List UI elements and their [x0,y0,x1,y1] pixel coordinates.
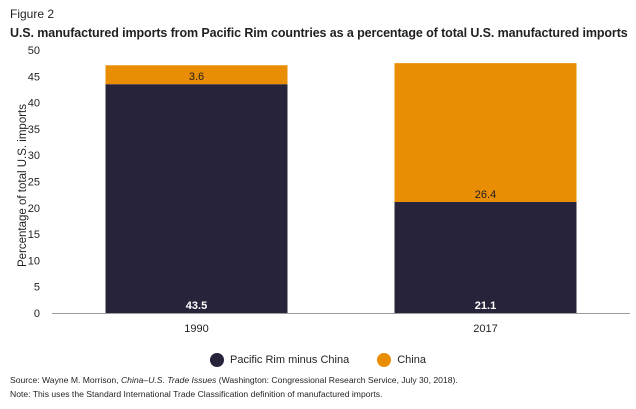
legend-label-china: China [397,354,426,366]
y-tick-label: 50 [28,45,40,57]
figure-label: Figure 2 [10,7,55,21]
y-tick-label: 5 [34,282,40,294]
bar-2017-pacific-rim [394,202,577,313]
source-title: China–U.S. Trade Issues [120,375,217,385]
data-label: 43.5 [186,300,207,312]
y-tick-label: 30 [28,150,40,162]
data-label: 26.4 [475,189,496,201]
y-tick-label: 0 [34,308,40,320]
legend: Pacific Rim minus China China [0,353,636,367]
y-tick-label: 10 [28,255,40,267]
x-tick-label: 1990 [184,323,208,335]
definition-note: Note: This uses the Standard Internation… [10,389,383,399]
y-tick-label: 40 [28,98,40,110]
source-prefix: Source: Wayne M. Morrison, [10,375,121,385]
y-tick-label: 20 [28,203,40,215]
bar-2017-china [394,63,577,203]
stacked-bar-chart: 0 5 10 15 20 25 30 35 40 45 50 Percentage of total … [17,45,630,335]
chart-title: U.S. manufactured imports from Pacific R… [10,26,628,40]
y-tick-label: 35 [28,124,40,136]
data-label: 21.1 [475,300,496,312]
legend-swatch-china [377,353,392,367]
y-tick-label: 45 [28,71,40,83]
source-suffix: (Washington: Congressional Research Serv… [216,375,458,385]
legend-swatch-pacific-rim [210,353,225,367]
y-tick-label: 25 [28,177,40,189]
legend-item-china: China [377,353,426,367]
legend-label-pacific-rim: Pacific Rim minus China [230,354,350,366]
legend-item-pacific-rim: Pacific Rim minus China [210,353,349,367]
data-label: 3.6 [189,71,204,83]
y-tick-label: 15 [28,229,40,241]
y-axis-label: Percentage of total U.S. imports [17,104,29,267]
bar-1990-pacific-rim [105,84,288,313]
source-note: Source: Wayne M. Morrison, China–U.S. Tr… [10,375,458,385]
bar-1990-china [105,65,288,85]
x-tick-label: 2017 [473,323,497,335]
